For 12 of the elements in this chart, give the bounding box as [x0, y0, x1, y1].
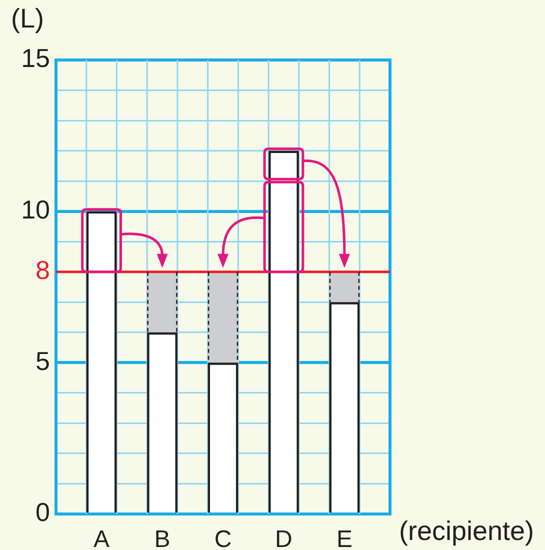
y-tick-label: 5 [36, 346, 50, 376]
x-tick-label: E [336, 526, 352, 550]
x-tick-label: B [154, 526, 170, 550]
y-axis-title: (L) [11, 3, 44, 34]
x-tick-label: A [94, 526, 110, 550]
y-tick-label: 15 [21, 43, 50, 74]
y-tick-label: 0 [36, 497, 50, 528]
x-tick-label: D [275, 526, 292, 550]
x-tick-label: C [214, 526, 232, 550]
x-axis-title: (recipiente) [399, 516, 534, 546]
ref-line-label: 8 [36, 255, 50, 286]
y-tick-label: 10 [21, 194, 50, 225]
